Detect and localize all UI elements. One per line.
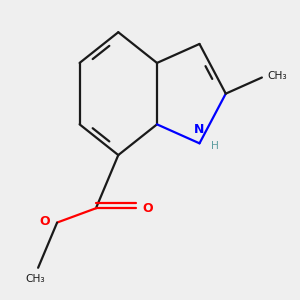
Text: H: H: [211, 141, 219, 151]
Text: O: O: [39, 214, 50, 228]
Text: N: N: [194, 123, 205, 136]
Text: CH₃: CH₃: [268, 71, 287, 81]
Text: O: O: [142, 202, 153, 215]
Text: CH₃: CH₃: [26, 274, 45, 284]
